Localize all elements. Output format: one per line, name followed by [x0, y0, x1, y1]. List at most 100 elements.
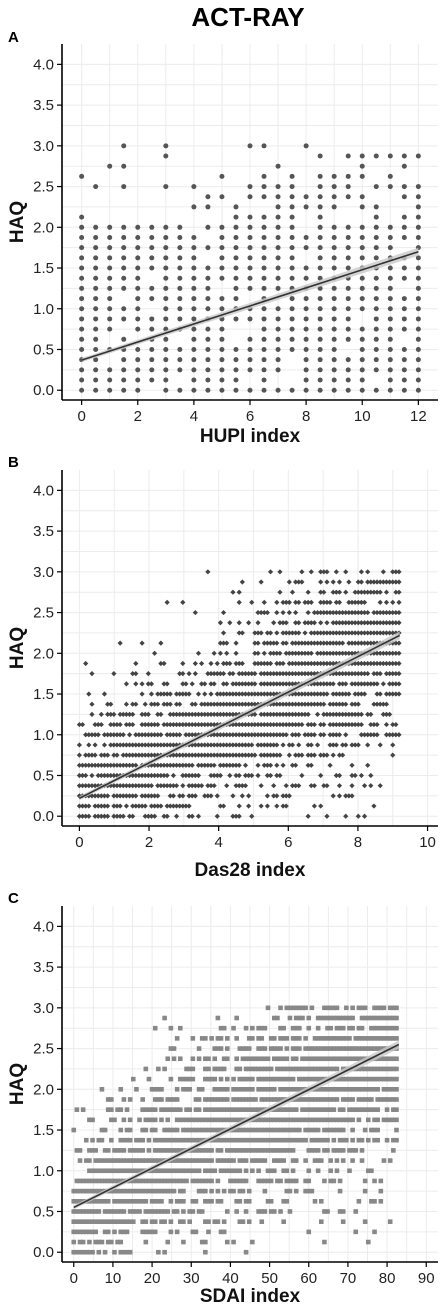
- data-point: [191, 316, 197, 322]
- data-point: [192, 752, 198, 758]
- data-point: [139, 803, 145, 809]
- data-point: [168, 1229, 174, 1235]
- data-point: [325, 1036, 330, 1041]
- data-point: [268, 1127, 274, 1133]
- data-point: [333, 772, 339, 779]
- data-point: [162, 1178, 167, 1184]
- data-point: [121, 1209, 127, 1214]
- data-point: [79, 803, 86, 809]
- data-point: [227, 620, 233, 626]
- data-point: [262, 1148, 268, 1153]
- data-point: [359, 1086, 365, 1092]
- data-point: [134, 1086, 139, 1092]
- data-point: [340, 1137, 346, 1143]
- data-point: [149, 1229, 155, 1235]
- data-point: [135, 346, 141, 352]
- data-point: [192, 701, 198, 707]
- data-point: [74, 1107, 80, 1112]
- data-point: [331, 1066, 337, 1072]
- data-point: [107, 163, 113, 169]
- data-point: [393, 579, 399, 585]
- data-point: [83, 803, 89, 809]
- data-point: [297, 1036, 302, 1041]
- data-point: [191, 346, 197, 352]
- data-point: [253, 1107, 258, 1112]
- data-point: [275, 357, 281, 363]
- data-point: [243, 1127, 249, 1133]
- data-point: [377, 691, 383, 697]
- data-point: [278, 1046, 283, 1051]
- data-point: [261, 660, 267, 667]
- data-point: [149, 377, 155, 383]
- data-point: [155, 772, 161, 779]
- panel-letter: C: [8, 890, 19, 907]
- data-point: [312, 1097, 318, 1102]
- data-point: [327, 630, 333, 636]
- data-point: [346, 793, 352, 799]
- data-point: [264, 640, 271, 646]
- data-point: [92, 803, 98, 809]
- data-point: [318, 1076, 324, 1082]
- data-point: [158, 783, 164, 789]
- data-point: [365, 1137, 371, 1143]
- data-point: [152, 1127, 158, 1133]
- data-point: [299, 711, 305, 717]
- data-point: [415, 153, 421, 159]
- data-point: [221, 1137, 227, 1143]
- data-point: [353, 1148, 359, 1153]
- data-point: [98, 762, 104, 768]
- data-point: [297, 1086, 302, 1092]
- data-point: [322, 1046, 327, 1051]
- data-point: [390, 681, 396, 687]
- data-point: [130, 1219, 136, 1224]
- data-point: [293, 1127, 299, 1133]
- data-point: [318, 579, 324, 585]
- data-point: [415, 184, 421, 190]
- data-point: [121, 1249, 127, 1255]
- data-point: [361, 630, 368, 636]
- data-point: [127, 1158, 133, 1163]
- data-point: [356, 1086, 362, 1092]
- data-point: [83, 1188, 89, 1194]
- data-point: [253, 1066, 258, 1072]
- data-point: [221, 1086, 227, 1092]
- data-point: [234, 1036, 239, 1041]
- data-point: [365, 1015, 371, 1021]
- data-point: [390, 569, 396, 575]
- data-point: [281, 1158, 286, 1163]
- data-point: [130, 1158, 136, 1163]
- data-point: [328, 1015, 333, 1021]
- data-point: [205, 387, 211, 393]
- data-point: [387, 711, 393, 717]
- data-point: [243, 1097, 249, 1102]
- data-point: [355, 640, 361, 646]
- data-point: [349, 793, 355, 799]
- data-point: [261, 316, 267, 322]
- data-point: [89, 752, 95, 758]
- data-point: [218, 1097, 224, 1102]
- data-point: [284, 1148, 290, 1153]
- data-point: [349, 620, 355, 626]
- data-point: [118, 1219, 124, 1224]
- data-point: [293, 609, 299, 616]
- data-point: [274, 599, 280, 605]
- data-point: [165, 1056, 171, 1062]
- data-point: [79, 377, 85, 383]
- data-point: [163, 184, 169, 190]
- data-point: [236, 803, 242, 809]
- data-point: [199, 1209, 205, 1214]
- data-point: [278, 1107, 283, 1112]
- data-point: [359, 367, 365, 373]
- regression-line: [79, 634, 401, 800]
- data-point: [325, 1117, 330, 1123]
- data-point: [206, 1148, 211, 1153]
- data-point: [287, 1076, 293, 1082]
- data-point: [390, 630, 396, 636]
- data-point: [227, 752, 233, 758]
- data-point: [344, 1015, 349, 1021]
- data-point: [287, 1117, 293, 1123]
- data-point: [203, 1249, 208, 1255]
- data-point: [139, 793, 145, 799]
- data-point: [135, 367, 141, 373]
- data-point: [193, 1178, 199, 1184]
